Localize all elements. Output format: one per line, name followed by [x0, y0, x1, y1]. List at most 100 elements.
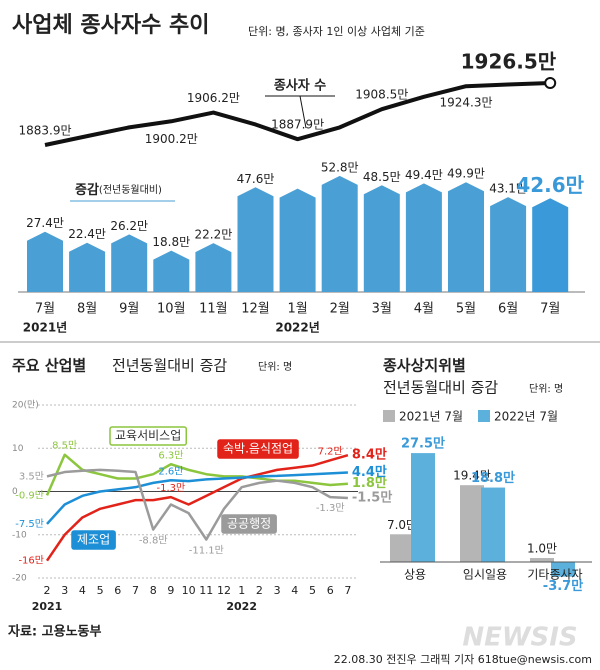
bar	[532, 198, 569, 292]
x-tick-label: 7월	[35, 302, 55, 317]
x-tick-label: 10	[182, 584, 196, 597]
bar-value-label: 49.9만	[447, 167, 485, 181]
main-title: 사업체 종사자수 추이	[12, 13, 209, 38]
series-line	[46, 471, 348, 525]
line-value-label: 1906.2만	[187, 91, 240, 105]
line-value-label: 1887.9만	[271, 118, 324, 132]
x-group-label: 2021	[32, 600, 63, 613]
source: 자료: 고용노동부	[8, 624, 101, 640]
line-value-label: 1924.3만	[439, 96, 492, 110]
bar-value-label: 27.5만	[401, 436, 445, 452]
y-tick-label: 0	[12, 487, 18, 497]
bar	[279, 188, 316, 292]
bar-value-label: -3.7만	[543, 578, 583, 594]
x-tick-label: 12	[217, 584, 231, 597]
series-line	[45, 453, 349, 562]
line-value-label: 1883.9만	[18, 124, 71, 138]
bar-value-label: 26.2만	[110, 219, 148, 233]
x-group-label: 2022	[226, 600, 257, 613]
x-tick-label: 7	[132, 584, 139, 597]
bar	[195, 243, 232, 292]
x-tick-label: 10월	[157, 302, 186, 317]
series-value-label: 1.8만	[352, 475, 387, 491]
bar-value-label: 19.4만	[453, 469, 491, 483]
bar	[363, 185, 400, 292]
x-tick-label: 5월	[456, 302, 476, 317]
x-tick-label: 7월	[540, 302, 560, 317]
y-tick-label: -10	[12, 530, 27, 540]
bar-value-label: 27.4만	[26, 216, 64, 230]
x-tick-label: 11	[199, 584, 213, 597]
bar	[390, 534, 414, 562]
bar	[69, 242, 106, 292]
series-value-label: 6.3만	[158, 449, 183, 461]
credit: 22.08.30 전진우 그래픽 기자 618tue@newsis.com	[334, 653, 592, 666]
series-name: 교육서비스업	[115, 429, 181, 443]
series-value-label: 4.4만	[352, 464, 387, 480]
series-value-label: 8.5만	[52, 440, 77, 452]
line-value-label: 1926.5만	[461, 50, 557, 74]
x-tick-label: 12월	[241, 302, 270, 317]
bar-value-label: 42.6만	[516, 173, 584, 197]
bar-value-label: 22.4만	[68, 227, 106, 241]
bar-legend-note: (전년동월대비)	[99, 184, 162, 196]
series-name: 공공행정	[227, 516, 271, 531]
series-name-box	[217, 439, 299, 459]
x-tick-label: 9월	[119, 302, 139, 317]
series-value-label: 8.4만	[352, 447, 387, 463]
chart-unit: 단위: 명	[529, 382, 563, 395]
series-value-label: -1.3만	[157, 482, 186, 494]
series-name-box	[221, 514, 277, 534]
x-group-label: 2021년	[23, 321, 67, 335]
chart-subtitle: 전년동월대비 증감	[112, 357, 227, 375]
x-tick-label: 4	[291, 584, 298, 597]
bar	[448, 182, 484, 292]
line-value-label: 1900.2만	[145, 132, 198, 146]
x-tick-label: 8월	[77, 302, 97, 317]
bar	[551, 562, 575, 577]
series-value-label: 7.2만	[318, 445, 343, 457]
legend-swatch	[383, 410, 395, 422]
unit-note: 단위: 명, 종사자 1인 이상 사업체 기준	[248, 25, 425, 38]
x-tick-label: 6월	[498, 302, 518, 317]
bar-value-label: 22.2만	[195, 228, 233, 242]
series-value-label: 2.6만	[158, 465, 183, 477]
y-tick-label: 10	[12, 444, 24, 454]
series-name-box	[71, 530, 116, 550]
bar	[530, 558, 554, 562]
bar-value-label: 49.4만	[405, 168, 443, 182]
legend-label: 2021년 7월	[399, 410, 463, 424]
bar-legend-name: 증감	[75, 183, 99, 198]
bar	[460, 485, 484, 562]
chart-unit: 단위: 명	[258, 360, 292, 373]
bar	[481, 487, 505, 562]
legend-label: 2022년 7월	[494, 410, 558, 424]
bar	[490, 197, 527, 292]
series-line	[46, 468, 348, 541]
series-value-label: -1.5만	[352, 489, 392, 505]
series-value-label: -8.8만	[139, 535, 168, 547]
x-tick-label: 5	[309, 584, 316, 597]
x-tick-label: 5	[97, 584, 104, 597]
bar-value-label: 48.5만	[363, 170, 401, 184]
bar	[153, 250, 190, 292]
bar-value-label: 7.0만	[387, 518, 417, 532]
series-value-label: -7.5만	[15, 518, 44, 530]
x-tick-label: 2	[256, 584, 263, 597]
y-tick-label: 20(만)	[12, 400, 39, 411]
bar-value-label: 18.8만	[471, 470, 515, 486]
bar	[27, 231, 63, 292]
series-value-label: 3.5만	[19, 470, 44, 482]
bar-value-label: 1.0만	[527, 542, 557, 556]
series-value-label: -0.9만	[15, 489, 44, 501]
series-value-label: -16만	[18, 555, 44, 567]
line-legend-pointer	[299, 95, 307, 129]
bar	[321, 175, 358, 292]
x-tick-label: 3	[61, 584, 68, 597]
x-tick-label: 3월	[372, 302, 392, 317]
bar-legend: 증감(전년동월대비)	[75, 183, 162, 198]
chart-title: 종사상지위별	[383, 357, 466, 375]
x-tick-label: 4월	[414, 302, 434, 317]
